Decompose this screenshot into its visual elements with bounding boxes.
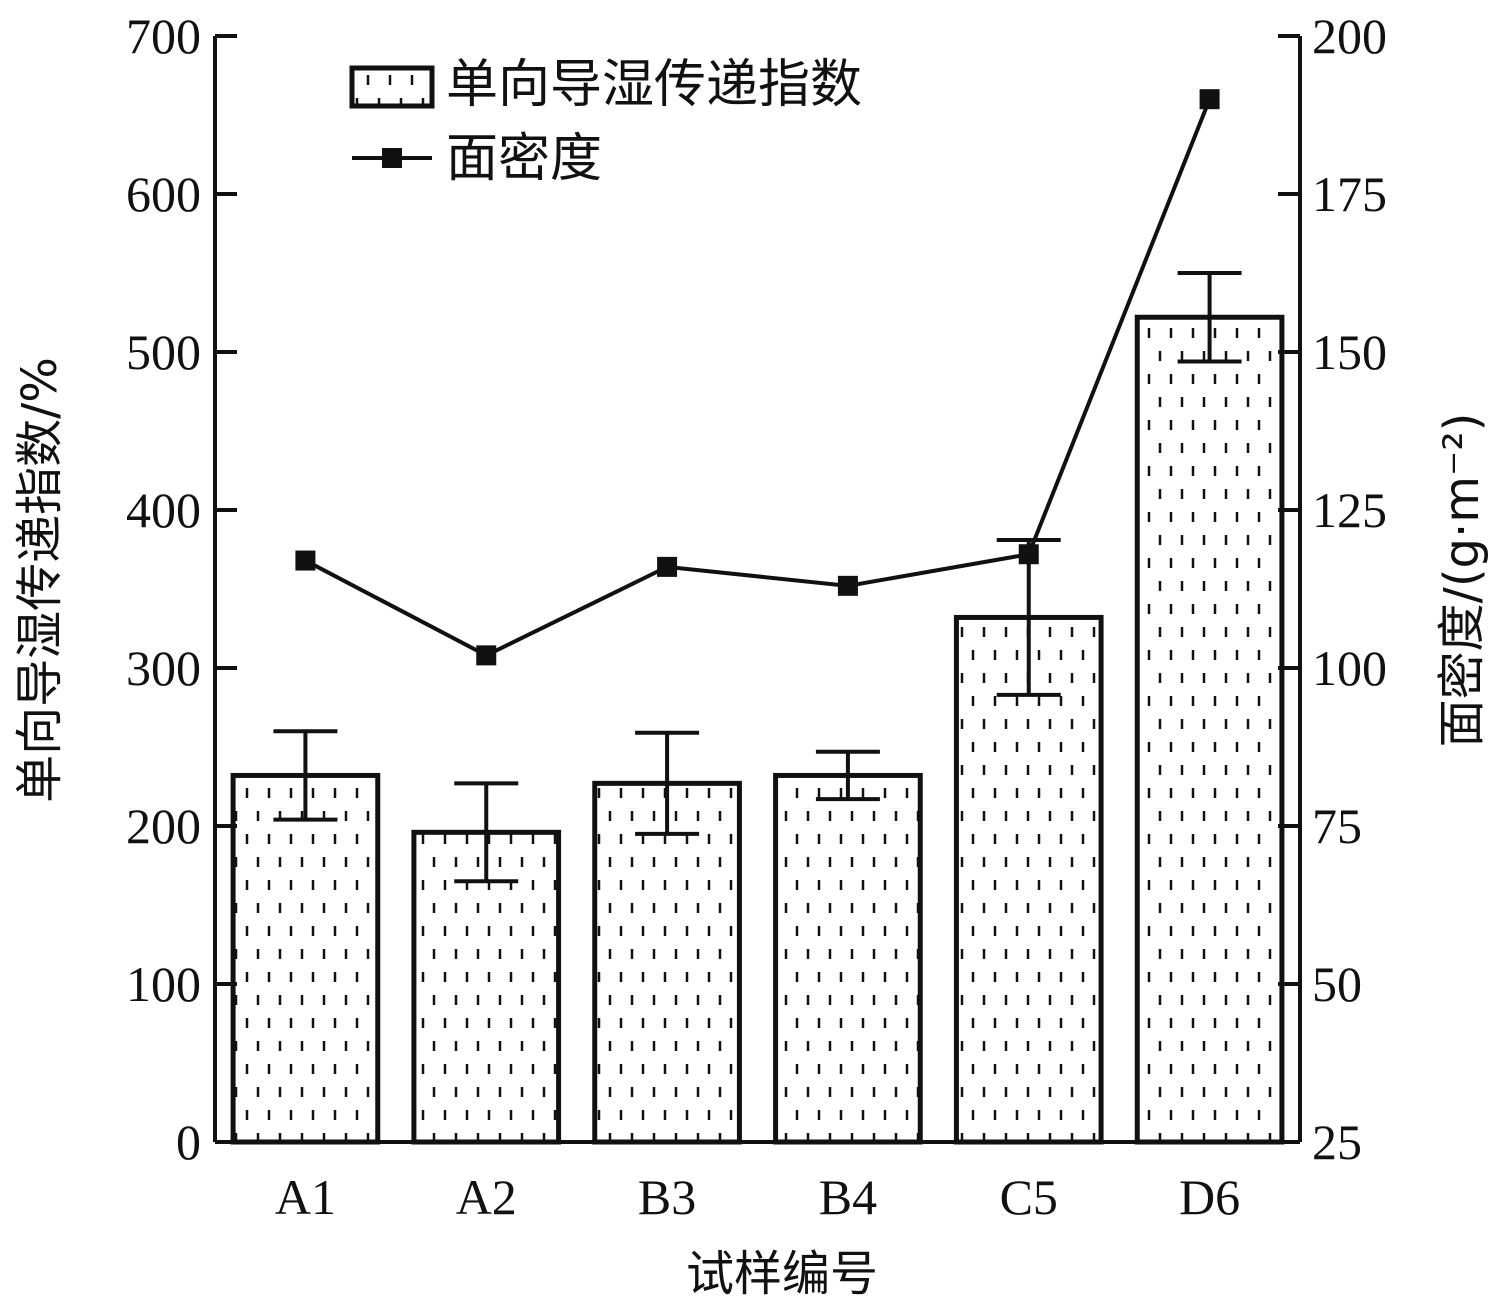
right-axis-ticks: 25 50 75 100 125 150 175 200 [1278, 8, 1387, 1170]
x-tick-label: A1 [275, 1169, 336, 1225]
x-tick-label: C5 [1000, 1169, 1058, 1225]
right-tick-label: 150 [1312, 324, 1387, 380]
right-tick-label: 50 [1312, 956, 1362, 1012]
right-tick-label: 125 [1312, 482, 1387, 538]
x-axis-title: 试样编号 [686, 1246, 878, 1302]
plot-area [213, 36, 1302, 1144]
density-point-B3 [657, 556, 678, 577]
legend-line-marker [382, 148, 402, 168]
left-tick-label: 600 [126, 166, 201, 222]
density-point-B4 [837, 575, 858, 596]
x-axis-ticks: A1 A2 B3 B4 C5 D6 [275, 1169, 1240, 1225]
left-tick-label: 300 [126, 640, 201, 696]
left-axis-title: 单向导湿传递指数/% [12, 357, 68, 803]
error-bar-C5 [996, 538, 1061, 697]
density-line [304, 98, 1212, 658]
error-bar-A2 [454, 781, 519, 884]
error-bar-B4 [815, 749, 880, 802]
x-tick-label: B3 [638, 1169, 696, 1225]
left-tick-label: 200 [126, 798, 201, 854]
right-tick-label: 75 [1312, 798, 1362, 854]
bar-B3 [592, 780, 742, 1145]
bar-A2 [411, 829, 562, 1145]
legend: 单向导湿传递指数 面密度 [349, 55, 862, 189]
legend-bar-swatch [349, 65, 435, 109]
density-line-series [295, 89, 1220, 666]
bar-B4 [773, 772, 923, 1145]
x-tick-label: B4 [819, 1169, 877, 1225]
legend-bar-label: 单向导湿传递指数 [446, 55, 862, 115]
density-point-A2 [476, 645, 497, 666]
left-axis-ticks: 0 100 200 300 400 500 600 700 [126, 8, 237, 1170]
right-axis-title: 面密度/(g·m⁻²) [1434, 413, 1490, 748]
bar-D6 [1134, 314, 1285, 1145]
density-point-D6 [1199, 89, 1220, 110]
error-bars [273, 271, 1242, 884]
left-tick-label: 700 [126, 8, 201, 64]
error-bar-B3 [635, 730, 700, 836]
left-tick-label: 0 [176, 1114, 201, 1170]
right-tick-label: 175 [1312, 166, 1387, 222]
right-tick-label: 25 [1312, 1114, 1362, 1170]
x-tick-label: A2 [456, 1169, 517, 1225]
bar-series [230, 314, 1285, 1145]
density-point-C5 [1018, 544, 1039, 565]
right-tick-label: 200 [1312, 8, 1387, 64]
density-point-A1 [295, 550, 316, 571]
error-bar-A1 [273, 729, 338, 822]
legend-line-label: 面密度 [446, 129, 602, 189]
left-tick-label: 500 [126, 324, 201, 380]
left-tick-label: 400 [126, 482, 201, 538]
right-tick-label: 100 [1312, 640, 1387, 696]
left-tick-label: 100 [126, 956, 201, 1012]
x-tick-label: D6 [1179, 1169, 1240, 1225]
error-bar-D6 [1177, 271, 1242, 364]
bar-A1 [230, 772, 381, 1145]
